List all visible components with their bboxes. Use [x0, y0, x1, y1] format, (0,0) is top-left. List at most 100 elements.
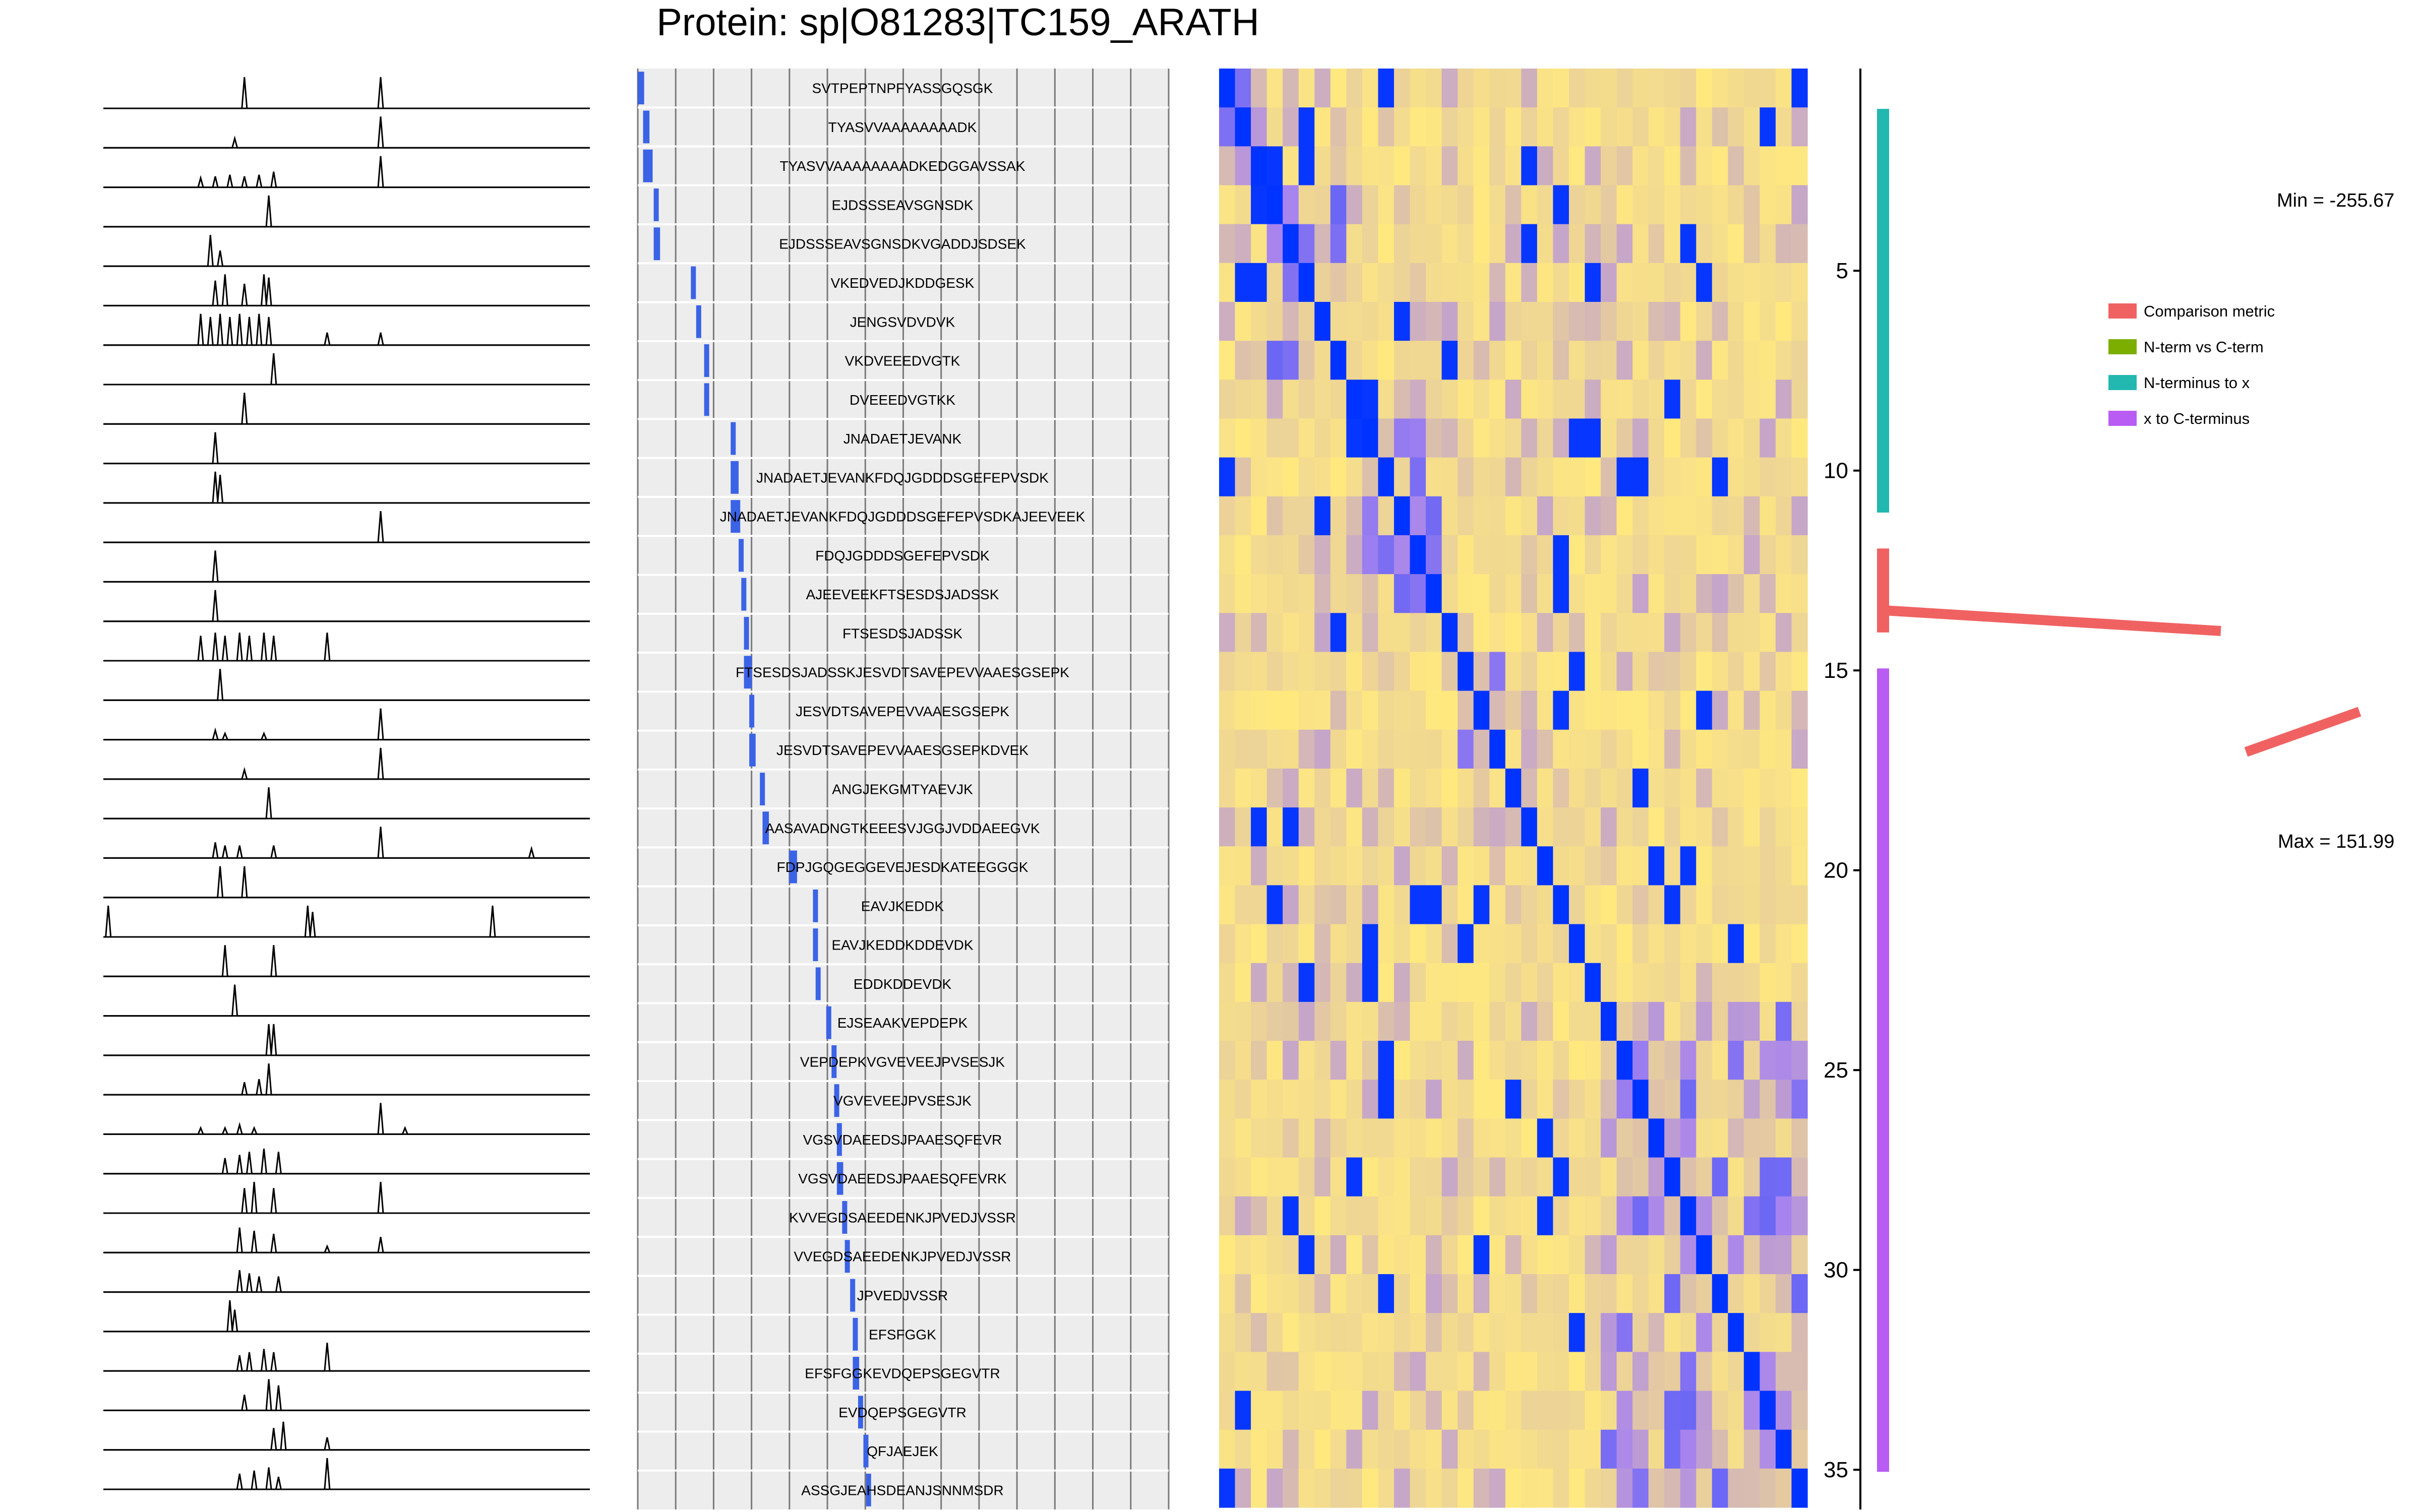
heatmap-cell [1251, 1313, 1267, 1352]
heatmap-cell [1219, 1080, 1236, 1119]
heatmap-cell [1378, 380, 1395, 419]
row-axis-tick-label: 35 [1824, 1458, 1848, 1482]
heatmap-cell [1426, 768, 1442, 808]
heatmap-cell [1553, 146, 1569, 186]
heatmap-cell [1219, 729, 1236, 769]
heatmap-cell [1680, 1352, 1697, 1392]
heatmap-cell [1616, 1001, 1633, 1041]
heatmap-cell [1664, 457, 1681, 497]
heatmap-cell [1283, 924, 1299, 964]
heatmap-cell [1585, 1391, 1601, 1430]
profile-trace [103, 1063, 590, 1096]
heatmap-cell [1410, 496, 1426, 536]
heatmap-cell [1600, 768, 1617, 808]
heatmap-cell [1266, 1468, 1283, 1508]
heatmap-cell [1585, 1352, 1601, 1392]
heatmap-cell [1458, 1313, 1474, 1352]
heatmap-cell [1458, 729, 1474, 769]
heatmap-cell [1616, 807, 1633, 847]
heatmap-cell [1314, 224, 1331, 264]
heatmap-cell [1537, 1352, 1553, 1392]
heatmap-cell [1314, 963, 1331, 1002]
heatmap-cell [1680, 690, 1697, 730]
heatmap-cell [1505, 885, 1522, 925]
heatmap-cell [1394, 1274, 1411, 1313]
heatmap-cell [1696, 729, 1713, 769]
heatmap-cell [1585, 496, 1601, 536]
heatmap-cell [1760, 885, 1776, 925]
heatmap-cell [1743, 690, 1760, 730]
heatmap-cell [1235, 1274, 1251, 1313]
heatmap-cell [1298, 652, 1315, 691]
heatmap-cell [1712, 301, 1728, 341]
heatmap-cell [1537, 146, 1553, 186]
heatmap-cell [1219, 1041, 1236, 1080]
heatmap-cell [1473, 1429, 1490, 1469]
heatmap-cell [1760, 1468, 1776, 1508]
peptide-bar [696, 305, 701, 338]
heatmap-cell [1632, 1468, 1649, 1508]
heatmap-cell [1537, 807, 1553, 847]
heatmap-cell [1362, 924, 1379, 964]
heatmap-cell [1330, 963, 1347, 1002]
heatmap-cell [1251, 690, 1267, 730]
heatmap-cell [1632, 613, 1649, 653]
heatmap-cell [1394, 690, 1411, 730]
heatmap-cell [1251, 185, 1267, 225]
heatmap-cell [1394, 1041, 1411, 1080]
heatmap-cell [1283, 1235, 1299, 1275]
heatmap-cell [1251, 1429, 1267, 1469]
heatmap-cell [1712, 924, 1728, 964]
heatmap-cell [1775, 846, 1792, 886]
heatmap-cell [1712, 1001, 1728, 1041]
heatmap-cell [1346, 1429, 1363, 1469]
heatmap-cell [1728, 496, 1744, 536]
heatmap-cell [1728, 963, 1744, 1002]
heatmap-cell [1314, 1235, 1331, 1275]
heatmap-cell [1648, 846, 1665, 886]
heatmap-cell [1283, 1196, 1299, 1236]
heatmap-cell [1251, 146, 1267, 186]
heatmap-cell [1441, 807, 1458, 847]
heatmap-cell [1314, 1352, 1331, 1392]
heatmap-cell [1219, 1157, 1236, 1197]
heatmap-cell [1426, 1274, 1442, 1313]
heatmap-cell [1298, 1468, 1315, 1508]
heatmap-cell [1283, 1118, 1299, 1158]
heatmap-cell [1505, 1235, 1522, 1275]
heatmap-cell [1521, 341, 1538, 380]
heatmap-cell [1378, 1391, 1395, 1430]
heatmap-cell [1521, 963, 1538, 1002]
heatmap-cell [1362, 574, 1379, 613]
heatmap-cell [1680, 69, 1697, 108]
heatmap-cell [1314, 924, 1331, 964]
heatmap-cell [1760, 146, 1776, 186]
heatmap-cell [1283, 807, 1299, 847]
heatmap-cell [1648, 729, 1665, 769]
heatmap-cell [1266, 224, 1283, 264]
heatmap-cell [1696, 1352, 1713, 1392]
heatmap-cell [1521, 729, 1538, 769]
heatmap-cell [1362, 1274, 1379, 1313]
heatmap-cell [1712, 224, 1728, 264]
heatmap-cell [1283, 729, 1299, 769]
heatmap-cell [1600, 963, 1617, 1002]
heatmap-cell [1791, 1080, 1808, 1119]
heatmap-cell [1553, 1391, 1569, 1430]
profile-trace [103, 393, 590, 425]
heatmap-cell [1648, 380, 1665, 419]
heatmap-cell [1632, 380, 1649, 419]
peptide-label: QFJAEJEK [867, 1443, 938, 1459]
heatmap-cell [1680, 1391, 1697, 1430]
heatmap-cell [1330, 690, 1347, 730]
peptide-label: TYASVVAAAAAAAADKEDGGAVSSAK [779, 158, 1025, 174]
heatmap-cell [1314, 1429, 1331, 1469]
heatmap-cell [1441, 380, 1458, 419]
heatmap-cell [1728, 652, 1744, 691]
heatmap-cell [1680, 885, 1697, 925]
peptide-label: VGSVDAEEDSJPAAESQFEVR [803, 1132, 1002, 1148]
heatmap-cell [1664, 885, 1681, 925]
heatmap-cell [1346, 263, 1363, 302]
heatmap-cell [1537, 885, 1553, 925]
heatmap-cell [1378, 496, 1395, 536]
